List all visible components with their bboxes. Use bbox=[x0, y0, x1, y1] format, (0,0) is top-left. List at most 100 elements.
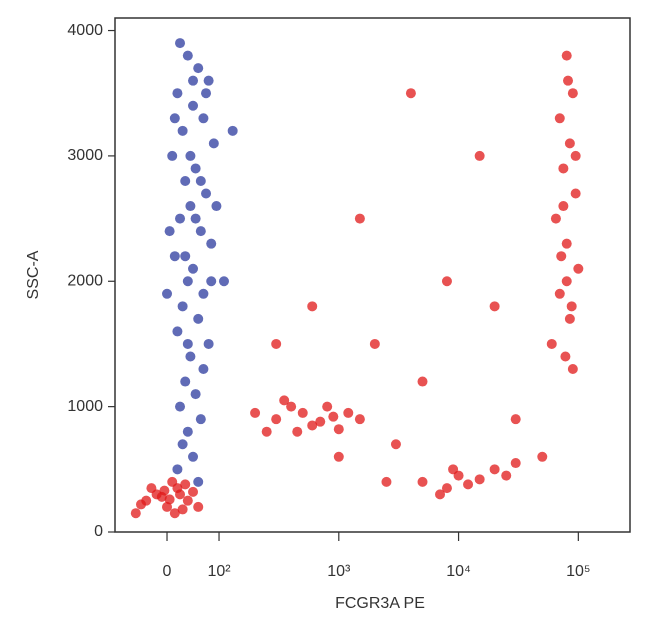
data-point bbox=[193, 313, 204, 324]
data-point bbox=[554, 288, 565, 299]
data-point bbox=[261, 426, 272, 437]
data-point bbox=[558, 201, 569, 212]
data-point bbox=[474, 150, 485, 161]
data-point bbox=[501, 470, 512, 481]
data-point bbox=[177, 439, 188, 450]
plot-frame bbox=[114, 17, 631, 533]
data-point bbox=[195, 175, 206, 186]
data-point bbox=[185, 150, 196, 161]
data-point bbox=[175, 38, 186, 49]
y-axis-label: SSC-A bbox=[25, 250, 42, 299]
data-point bbox=[573, 263, 584, 274]
data-point bbox=[193, 63, 204, 74]
data-point bbox=[567, 88, 578, 99]
data-point bbox=[307, 301, 318, 312]
data-point bbox=[561, 276, 572, 287]
data-point bbox=[307, 420, 318, 431]
data-point bbox=[201, 188, 212, 199]
x-tick-label: 10⁵ bbox=[566, 563, 590, 580]
data-point bbox=[537, 451, 548, 462]
data-point bbox=[206, 276, 217, 287]
data-point bbox=[167, 476, 178, 487]
data-point bbox=[172, 88, 183, 99]
data-point bbox=[417, 476, 428, 487]
data-point bbox=[563, 75, 574, 86]
data-point bbox=[546, 338, 557, 349]
data-point bbox=[180, 479, 191, 490]
data-point bbox=[175, 489, 186, 500]
data-point bbox=[566, 301, 577, 312]
data-point bbox=[570, 150, 581, 161]
data-point bbox=[489, 464, 500, 475]
data-point bbox=[188, 75, 199, 86]
data-point bbox=[279, 395, 290, 406]
data-point bbox=[558, 163, 569, 174]
data-point bbox=[180, 251, 191, 262]
data-point bbox=[381, 476, 392, 487]
data-point bbox=[208, 138, 219, 149]
x-tick-label: 10² bbox=[207, 563, 231, 580]
data-point bbox=[489, 301, 500, 312]
data-point bbox=[354, 414, 365, 425]
data-point bbox=[167, 150, 178, 161]
data-point bbox=[193, 501, 204, 512]
x-tick-label: 10⁴ bbox=[446, 563, 471, 580]
data-point bbox=[146, 483, 157, 494]
x-tick-label: 10³ bbox=[327, 563, 351, 580]
data-point bbox=[172, 464, 183, 475]
data-point bbox=[297, 407, 308, 418]
data-point bbox=[198, 364, 209, 375]
y-tick-label: 1000 bbox=[67, 398, 103, 415]
data-point bbox=[203, 75, 214, 86]
data-point bbox=[203, 338, 214, 349]
data-point bbox=[354, 213, 365, 224]
data-point bbox=[159, 485, 170, 496]
data-point bbox=[130, 508, 141, 519]
data-point bbox=[570, 188, 581, 199]
data-point bbox=[292, 426, 303, 437]
data-point bbox=[474, 474, 485, 485]
data-point bbox=[185, 201, 196, 212]
x-tick-label: 0 bbox=[163, 563, 172, 580]
data-point bbox=[333, 451, 344, 462]
data-point bbox=[169, 251, 180, 262]
data-point bbox=[188, 263, 199, 274]
data-point bbox=[390, 439, 401, 450]
data-point bbox=[177, 504, 188, 515]
data-point bbox=[271, 414, 282, 425]
data-point bbox=[164, 494, 175, 505]
data-point bbox=[218, 276, 229, 287]
data-point bbox=[188, 486, 199, 497]
y-tick-label: 2000 bbox=[67, 272, 103, 289]
data-point bbox=[369, 338, 380, 349]
data-point bbox=[201, 88, 212, 99]
data-point bbox=[180, 175, 191, 186]
data-point bbox=[177, 125, 188, 136]
data-point bbox=[172, 326, 183, 337]
data-point bbox=[227, 125, 238, 136]
data-point bbox=[198, 113, 209, 124]
data-point bbox=[193, 476, 204, 487]
data-point bbox=[560, 351, 571, 362]
x-axis-label: FCGR3A PE bbox=[335, 595, 425, 612]
data-point bbox=[417, 376, 428, 387]
data-point bbox=[190, 389, 201, 400]
data-point bbox=[190, 163, 201, 174]
data-point bbox=[182, 50, 193, 61]
data-point bbox=[567, 364, 578, 375]
data-point bbox=[441, 276, 452, 287]
data-point bbox=[564, 313, 575, 324]
data-point bbox=[561, 238, 572, 249]
y-tick-label: 4000 bbox=[67, 22, 103, 39]
data-point bbox=[188, 100, 199, 111]
data-point bbox=[175, 213, 186, 224]
data-point bbox=[463, 479, 474, 490]
data-point bbox=[169, 113, 180, 124]
data-point bbox=[250, 407, 261, 418]
data-point bbox=[182, 338, 193, 349]
data-point bbox=[182, 426, 193, 437]
data-point bbox=[188, 451, 199, 462]
data-point bbox=[177, 301, 188, 312]
data-point bbox=[162, 288, 173, 299]
